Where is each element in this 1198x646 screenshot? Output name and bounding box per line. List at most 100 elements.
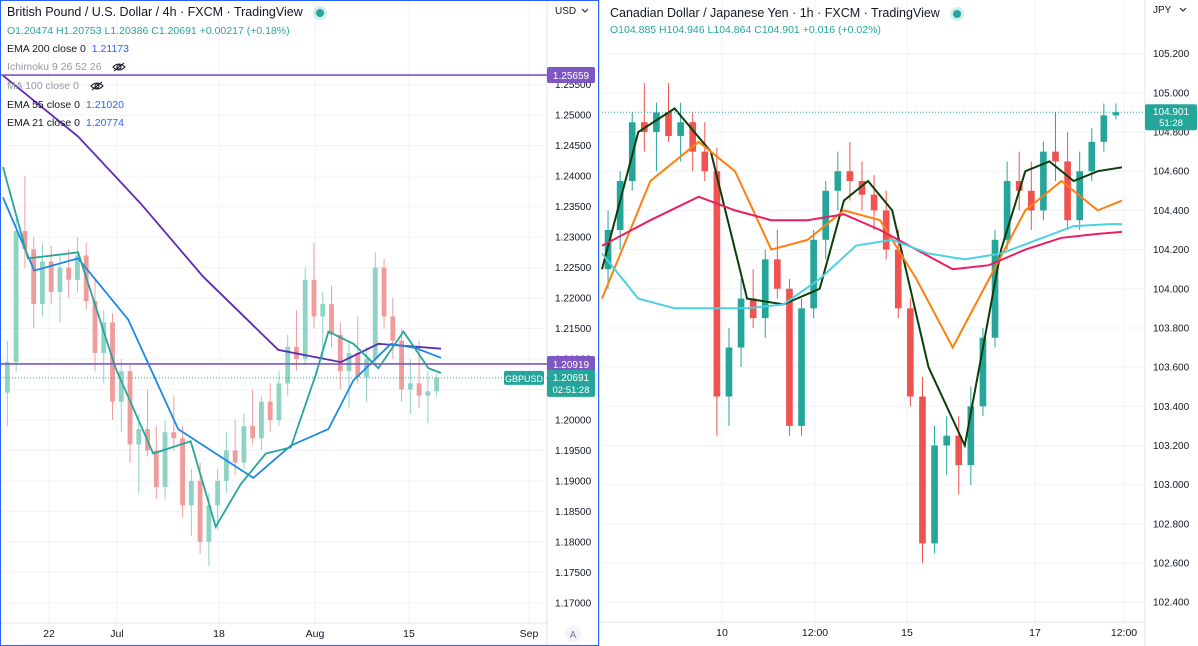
candle [761, 259, 769, 319]
candle [653, 112, 660, 133]
chevron-down-icon[interactable] [1179, 7, 1187, 12]
time-tick-label: 15 [901, 627, 913, 639]
indicator-ema55[interactable]: EMA 55 close 0 1.21020 [7, 99, 124, 111]
candle [1112, 112, 1120, 116]
cadjpy-chart[interactable]: 105.200 105.000 104.800 104.600 104.400 104.2… [600, 0, 1198, 646]
price-tick-label: 1.22000 [555, 294, 592, 305]
gbpusd-chart-panel[interactable]: 1.25500 1.25000 1.24500 1.24000 1.23500 1.230… [0, 0, 599, 646]
price-tick-label: 1.25500 [555, 80, 592, 91]
time-tick-label: Aug [306, 628, 325, 640]
ohlc-change: +0.00217 (+0.18%) [199, 25, 290, 37]
price-tick-label: 105.200 [1153, 49, 1190, 60]
indicator-ma100[interactable]: MA 100 close 0 [7, 80, 104, 92]
candle [870, 194, 878, 211]
candle [1027, 190, 1035, 211]
candle [907, 308, 914, 397]
candle [153, 450, 159, 488]
price-tick-label: 104.200 [1153, 245, 1190, 256]
indicator-value: 1.21020 [85, 99, 124, 111]
indicator-label: EMA 21 close 0 [7, 117, 80, 129]
gbpusd-chart[interactable]: 1.25500 1.25000 1.24500 1.24000 1.23500 1.230… [1, 1, 598, 645]
candle [22, 231, 28, 250]
candle [713, 171, 721, 397]
eye-hidden-icon[interactable] [112, 62, 127, 72]
candle [4, 362, 10, 393]
candle [75, 255, 80, 280]
market-open-icon [316, 8, 325, 17]
candle [127, 371, 133, 445]
candle [665, 112, 672, 136]
candle [13, 231, 19, 363]
candle [1040, 151, 1047, 211]
interval[interactable]: 4h [162, 5, 177, 19]
candle [162, 432, 168, 488]
candle [434, 377, 440, 392]
symbol-name: British Pound / U.S. Dollar [7, 5, 153, 19]
candle [774, 259, 781, 289]
interval[interactable]: 1h [799, 6, 814, 20]
candle [798, 308, 805, 426]
candle [786, 288, 793, 426]
ma-line [601, 140, 1123, 350]
indicator-ema21[interactable]: EMA 21 close 0 1.20774 [7, 117, 124, 129]
candle [329, 304, 334, 335]
price-tick-label: 103.800 [1153, 323, 1190, 334]
candle [991, 239, 999, 338]
candle [1088, 141, 1096, 172]
candle [206, 505, 212, 542]
price-tick-label: 104.000 [1153, 284, 1190, 295]
indicator-ema200[interactable]: EMA 200 close 0 1.21173 [7, 43, 129, 55]
candle [858, 181, 866, 195]
price-tick-label: 102.800 [1153, 519, 1190, 530]
candle [822, 190, 830, 240]
ohlc-open: O104.885 [610, 24, 657, 36]
candle [40, 261, 45, 305]
time-tick-label: 12:00 [1111, 627, 1137, 639]
price-tick-label: 102.400 [1153, 598, 1190, 609]
price-tick-label: 1.18000 [555, 537, 592, 548]
candle [223, 450, 229, 481]
market-open-icon [953, 9, 962, 18]
cadjpy-chart-panel[interactable]: 105.200 105.000 104.800 104.600 104.400 104.2… [600, 0, 1198, 646]
candle [31, 249, 37, 305]
panel-divider[interactable] [599, 0, 600, 646]
ohlc-close: C1.20691 [151, 25, 197, 37]
price-tick-label: 104.600 [1153, 167, 1190, 178]
indicator-label: Ichimoku 9 26 52 26 [7, 61, 102, 73]
candle [302, 279, 308, 360]
candle [834, 171, 842, 191]
candle [346, 352, 352, 372]
candle [92, 301, 98, 353]
chart-title: British Pound / U.S. Dollar / 4h · FXCM … [7, 5, 325, 19]
price-tick-label: 105.000 [1153, 88, 1190, 99]
price-tick-label: 1.24000 [555, 172, 592, 183]
countdown-label: 51:28 [1159, 118, 1183, 129]
candle [259, 401, 264, 439]
platform: TradingView [233, 5, 303, 19]
candle [197, 480, 203, 542]
last-price-label: 104.901 [1153, 107, 1190, 118]
time-tick-label: 22 [43, 628, 55, 640]
ohlc-change: +0.016 (+0.02%) [802, 24, 881, 36]
eye-hidden-icon[interactable] [89, 81, 104, 91]
ma-line [2, 197, 442, 480]
price-tick-label: 1.23000 [555, 233, 592, 244]
candle [276, 383, 282, 420]
hline-price-tag[interactable] [547, 67, 595, 84]
last-price-tag [1145, 104, 1197, 131]
hline-price-tag[interactable] [547, 355, 595, 372]
candle [701, 151, 709, 172]
candle [285, 346, 291, 384]
auto-scale-button[interactable] [565, 626, 581, 642]
indicator-ichimoku[interactable]: Ichimoku 9 26 52 26 [7, 61, 127, 73]
candle [390, 316, 396, 341]
candle [241, 426, 247, 463]
candle [311, 279, 317, 317]
candle [171, 432, 177, 439]
candle [967, 406, 975, 466]
chevron-down-icon[interactable] [581, 8, 589, 13]
hline-price-label: 1.25659 [553, 71, 590, 82]
price-tick-label: 1.20000 [555, 415, 592, 426]
ohlc-readout: O1.20474 H1.20753 L1.20386 C1.20691 +0.0… [7, 25, 290, 37]
ma-line [601, 223, 1122, 310]
